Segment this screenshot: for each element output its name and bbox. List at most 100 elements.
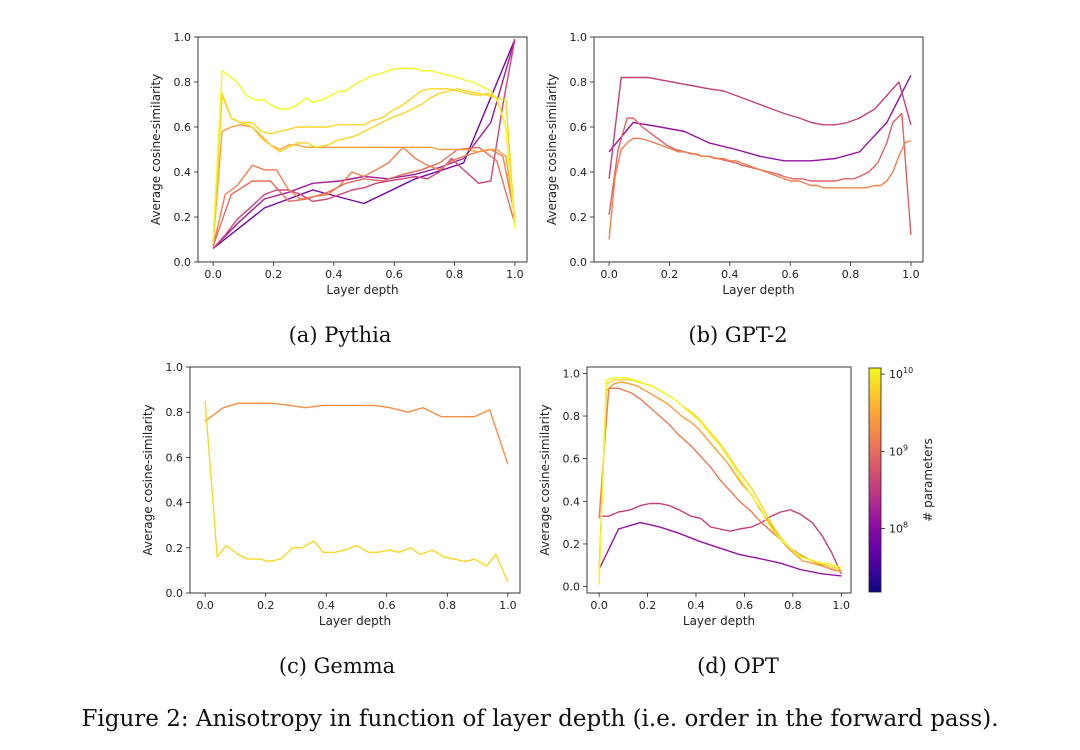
y-tick-label: 0.4 <box>174 166 192 179</box>
x-axis-label: Layer depth <box>722 283 794 297</box>
colorbar-tick-label: 1010 <box>889 366 913 381</box>
series-line-pythia-3 <box>212 146 516 247</box>
x-tick-label: 0.8 <box>446 268 464 281</box>
x-tick-label: 0.6 <box>385 268 403 281</box>
series-line-gpt2-3 <box>608 137 912 240</box>
colorbar-gradient <box>868 367 882 593</box>
x-tick-label: 0.2 <box>661 268 679 281</box>
series-line-pythia-5 <box>212 124 516 245</box>
series-line-pythia-4 <box>212 146 516 247</box>
x-axis-label: Layer depth <box>683 614 755 628</box>
y-tick-label: 0.6 <box>174 121 192 134</box>
y-axis-label: Average cosine-similarity <box>538 404 552 555</box>
x-tick-label: 0.2 <box>265 268 283 281</box>
y-tick-label: 0.0 <box>174 256 192 269</box>
y-tick-label: 0.0 <box>570 256 588 269</box>
y-tick-label: 0.6 <box>563 453 581 466</box>
y-tick-label: 0.0 <box>166 587 184 600</box>
panel-label: (d) OPT <box>697 654 779 678</box>
x-tick-label: 0.6 <box>736 599 754 612</box>
colorbar-tick-exponent: 10 <box>903 366 913 375</box>
y-axis-label: Average cosine-similarity <box>141 404 155 555</box>
y-tick-label: 0.8 <box>174 76 192 89</box>
x-tick-label: 0.0 <box>196 599 214 612</box>
y-tick-label: 0.6 <box>166 451 184 464</box>
x-tick-label: 1.0 <box>506 268 524 281</box>
x-tick-label: 0.6 <box>781 268 799 281</box>
colorbar-tick-base: 10 <box>889 445 903 458</box>
colorbar-tick-exponent: 8 <box>903 520 908 529</box>
x-tick-label: 0.0 <box>600 268 618 281</box>
series-line-pythia-7 <box>212 88 516 245</box>
y-tick-label: 0.0 <box>563 581 581 594</box>
series-line-opt-3 <box>598 381 842 573</box>
series-line-pythia-1 <box>212 39 516 249</box>
colorbar-tick-base: 10 <box>889 368 903 381</box>
series-line-pythia-8 <box>212 67 516 240</box>
y-tick-label: 0.8 <box>166 406 184 419</box>
plot-frame <box>189 366 521 594</box>
y-tick-label: 1.0 <box>570 31 588 44</box>
x-tick-label: 1.0 <box>499 599 517 612</box>
y-tick-label: 0.4 <box>563 495 581 508</box>
chart-pythia: 0.0 0.2 0.4 0.6 0.8 1.0 0.0 0.2 0.4 0.6 0.8 1.0 Laye… <box>149 31 528 347</box>
plot-frame <box>593 36 924 263</box>
x-tick-label: 0.0 <box>204 268 222 281</box>
colorbar-tick-label: 108 <box>889 520 908 535</box>
series-line-gemma-0 <box>204 402 509 465</box>
chart-gpt2: 0.0 0.2 0.4 0.6 0.8 1.0 0.0 0.2 0.4 0.6 0.8 1.0 Laye… <box>545 31 924 347</box>
series-line-opt-1 <box>599 502 842 575</box>
series-line-gpt2-2 <box>608 112 912 236</box>
y-tick-label: 1.0 <box>563 367 581 380</box>
x-tick-label: 0.2 <box>257 599 275 612</box>
series-line-pythia-0 <box>212 39 516 250</box>
colorbar-tick-exponent: 9 <box>903 443 908 452</box>
x-tick-label: 1.0 <box>902 268 920 281</box>
x-tick-label: 0.4 <box>687 599 705 612</box>
y-tick-label: 0.8 <box>563 410 581 423</box>
plot-frame <box>197 36 528 263</box>
panel-label: (a) Pythia <box>289 323 392 347</box>
series-line-opt-5 <box>598 377 842 585</box>
y-tick-label: 0.6 <box>570 121 588 134</box>
y-tick-label: 1.0 <box>166 361 184 374</box>
series-line-gpt2-1 <box>608 76 912 179</box>
y-tick-label: 1.0 <box>174 31 192 44</box>
y-axis-label: Average cosine-similarity <box>149 74 163 225</box>
y-tick-label: 0.8 <box>570 76 588 89</box>
series-line-pythia-2 <box>212 39 516 249</box>
y-tick-label: 0.2 <box>174 211 192 224</box>
colorbar-tick-base: 10 <box>889 522 903 535</box>
x-tick-label: 0.8 <box>784 599 802 612</box>
x-tick-label: 0.2 <box>639 599 657 612</box>
colorbar-tick-label: 109 <box>889 443 908 458</box>
x-axis-label: Layer depth <box>319 614 391 628</box>
y-axis-label: Average cosine-similarity <box>545 74 559 225</box>
plot-frame <box>586 366 852 594</box>
y-tick-label: 0.4 <box>570 166 588 179</box>
y-tick-label: 0.2 <box>563 538 581 551</box>
x-tick-label: 1.0 <box>833 599 851 612</box>
series-line-gpt2-0 <box>608 74 912 162</box>
y-tick-label: 0.2 <box>570 211 588 224</box>
panel-label: (b) GPT-2 <box>688 323 787 347</box>
chart-gemma: 0.0 0.2 0.4 0.6 0.8 1.0 0.0 0.2 0.4 0.6 0.8 1.0 Laye… <box>141 361 521 678</box>
x-tick-label: 0.6 <box>378 599 396 612</box>
x-tick-label: 0.8 <box>439 599 457 612</box>
x-tick-label: 0.0 <box>590 599 608 612</box>
series-line-opt-4 <box>598 379 842 576</box>
x-tick-label: 0.4 <box>325 268 343 281</box>
y-tick-label: 0.4 <box>166 497 184 510</box>
x-tick-label: 0.8 <box>842 268 860 281</box>
series-line-opt-2 <box>598 387 842 573</box>
series-line-pythia-6 <box>212 88 516 245</box>
panel-label: (c) Gemma <box>279 654 395 678</box>
y-tick-label: 0.2 <box>166 542 184 555</box>
figure: 0.0 0.2 0.4 0.6 0.8 1.0 0.0 0.2 0.4 0.6 0.8 1.0 Laye… <box>141 31 935 678</box>
x-tick-label: 0.4 <box>317 599 335 612</box>
chart-opt: 0.0 0.2 0.4 0.6 0.8 1.0 0.0 0.2 0.4 0.6 0.8 1.0 Laye… <box>538 366 852 678</box>
series-line-gemma-1 <box>204 400 509 582</box>
figure-caption: Figure 2: Anisotropy in function of laye… <box>81 706 999 732</box>
colorbar-label: # parameters <box>921 438 935 521</box>
